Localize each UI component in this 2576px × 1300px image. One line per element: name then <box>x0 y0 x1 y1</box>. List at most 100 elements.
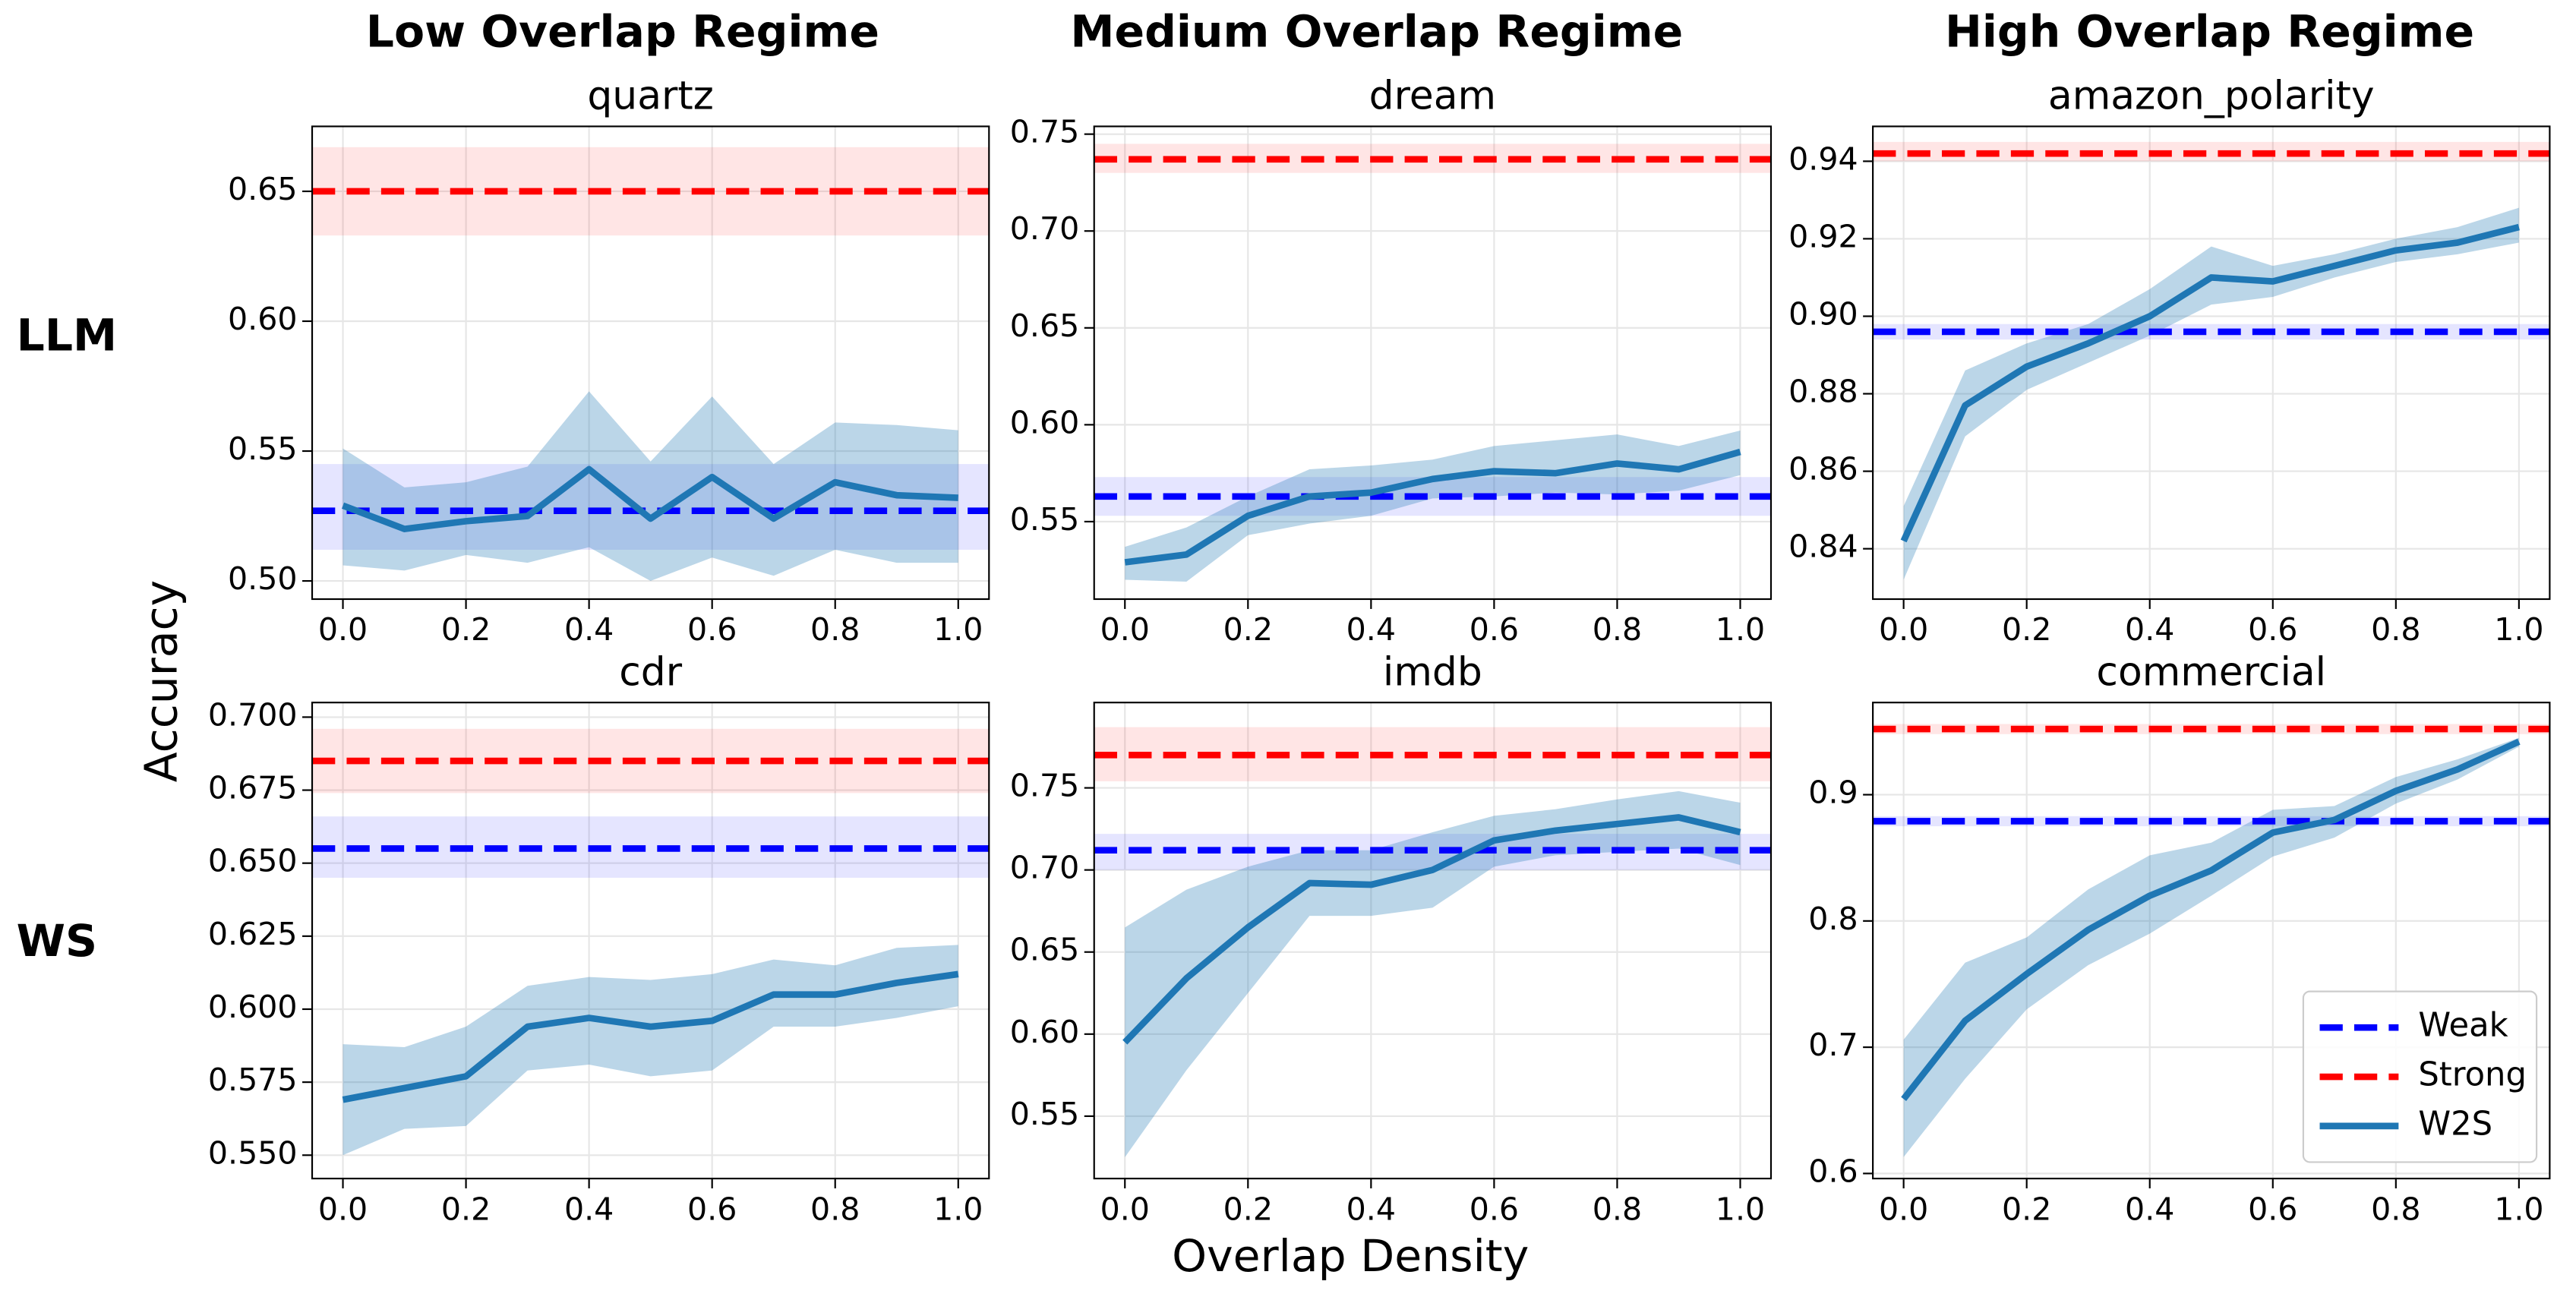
x-tick-label: 0.8 <box>810 1191 860 1227</box>
column-title: Medium Overlap Regime <box>1070 6 1683 58</box>
axes-frame <box>1093 702 1773 1180</box>
x-tick-label: 0.2 <box>2002 611 2051 648</box>
x-tick-label: 0.2 <box>441 611 491 648</box>
y-tick-label: 0.50 <box>228 560 298 597</box>
y-tick-label: 0.90 <box>1788 295 1858 332</box>
x-tick-label: 0.8 <box>1593 611 1642 648</box>
axes-frame <box>1093 125 1773 601</box>
line <box>1901 738 2521 1101</box>
x-tick-label: 0.6 <box>2248 1191 2297 1227</box>
y-tick-label: 0.675 <box>208 770 298 806</box>
y-tick-label: 0.65 <box>1010 932 1080 968</box>
reference-band <box>312 147 990 236</box>
x-tick-label: 0.4 <box>564 1191 614 1227</box>
x-tick-label: 0.8 <box>810 611 860 648</box>
line <box>341 465 958 532</box>
x-tick-label: 1.0 <box>933 1191 983 1227</box>
x-tick-label: 0.4 <box>2125 611 2174 648</box>
x-tick-label: 0.0 <box>1879 611 1928 648</box>
plot-area <box>1094 126 1771 599</box>
row-title: LLM <box>17 309 118 361</box>
y-tick-label: 0.92 <box>1788 218 1858 254</box>
axes-frame <box>311 125 990 601</box>
plot-area <box>1094 702 1771 1179</box>
column-title: Low Overlap Regime <box>366 6 879 58</box>
reference-band <box>312 816 990 878</box>
line <box>1124 448 1741 566</box>
y-tick-label: 0.60 <box>1010 1014 1080 1050</box>
x-tick-label: 0.4 <box>1346 611 1396 648</box>
y-tick-label: 0.55 <box>1010 1096 1080 1132</box>
x-tick-label: 1.0 <box>2494 611 2543 648</box>
y-tick-label: 0.88 <box>1788 374 1858 410</box>
x-tick-label: 0.8 <box>1593 1191 1642 1227</box>
x-tick-label: 0.6 <box>687 611 737 648</box>
row-title: WS <box>17 915 97 967</box>
confidence-band <box>343 945 958 1156</box>
legend-label: Strong <box>2418 1056 2527 1094</box>
x-tick-label: 0.4 <box>1346 1191 1396 1227</box>
x-tick-label: 0.8 <box>2371 1191 2420 1227</box>
plot-area <box>1873 126 2550 599</box>
x-tick-label: 0.0 <box>1100 1191 1150 1227</box>
subplot-title: amazon_polarity <box>2048 74 2375 119</box>
x-tick-label: 0.0 <box>318 1191 368 1227</box>
x-tick-label: 0.6 <box>1470 611 1519 648</box>
reference-band <box>1094 144 1771 173</box>
legend-box <box>2302 990 2538 1163</box>
y-tick-label: 0.55 <box>1010 501 1080 538</box>
y-tick-label: 0.60 <box>228 301 298 337</box>
x-tick-label: 1.0 <box>2494 1191 2543 1227</box>
x-tick-label: 0.8 <box>2371 611 2420 648</box>
y-tick-label: 0.86 <box>1788 451 1858 488</box>
plot-area <box>1873 702 2550 1179</box>
y-tick-label: 0.550 <box>208 1134 298 1171</box>
y-tick-label: 0.75 <box>1010 768 1080 804</box>
x-tick-label: 1.0 <box>933 611 983 648</box>
x-tick-label: 0.6 <box>1470 1191 1519 1227</box>
axes-frame <box>1872 125 2551 601</box>
column-title: High Overlap Regime <box>1945 6 2474 58</box>
y-tick-label: 0.65 <box>1010 308 1080 344</box>
x-axis-label: Overlap Density <box>1172 1230 1529 1282</box>
y-tick-label: 0.650 <box>208 843 298 879</box>
subplot-title: commercial <box>2096 649 2326 695</box>
y-tick-label: 0.9 <box>1808 775 1858 811</box>
y-tick-label: 0.70 <box>1010 850 1080 886</box>
y-tick-label: 0.575 <box>208 1062 298 1098</box>
y-tick-label: 0.60 <box>1010 404 1080 440</box>
x-tick-label: 0.2 <box>2002 1191 2051 1227</box>
subplot-title: cdr <box>619 649 682 695</box>
x-tick-label: 0.6 <box>2248 611 2297 648</box>
y-tick-label: 0.84 <box>1788 529 1858 565</box>
line <box>342 970 959 1103</box>
y-tick-label: 0.8 <box>1808 901 1858 937</box>
confidence-band <box>343 391 958 582</box>
legend-label: Weak <box>2418 1007 2508 1045</box>
axes-frame <box>1872 702 2551 1180</box>
plot-area <box>312 126 990 599</box>
y-tick-label: 0.6 <box>1808 1153 1858 1189</box>
plot-area <box>312 702 990 1179</box>
y-tick-label: 0.7 <box>1808 1027 1858 1063</box>
confidence-band <box>1125 790 1741 1157</box>
x-tick-label: 0.0 <box>318 611 368 648</box>
reference-band <box>312 728 990 794</box>
reference-band <box>1094 727 1771 781</box>
y-tick-label: 0.700 <box>208 696 298 733</box>
x-tick-label: 0.2 <box>1223 611 1273 648</box>
reference-band <box>1873 323 2550 340</box>
reference-band <box>1873 141 2550 162</box>
confidence-band <box>1903 737 2519 1157</box>
x-tick-label: 1.0 <box>1716 611 1765 648</box>
y-tick-label: 0.94 <box>1788 140 1858 177</box>
x-tick-label: 1.0 <box>1716 1191 1765 1227</box>
subplot-title: dream <box>1369 74 1496 119</box>
x-tick-label: 0.4 <box>2125 1191 2174 1227</box>
reference-band <box>1873 816 2550 827</box>
subplot-title: imdb <box>1383 649 1482 695</box>
y-tick-label: 0.70 <box>1010 210 1080 247</box>
y-tick-label: 0.65 <box>228 171 298 207</box>
